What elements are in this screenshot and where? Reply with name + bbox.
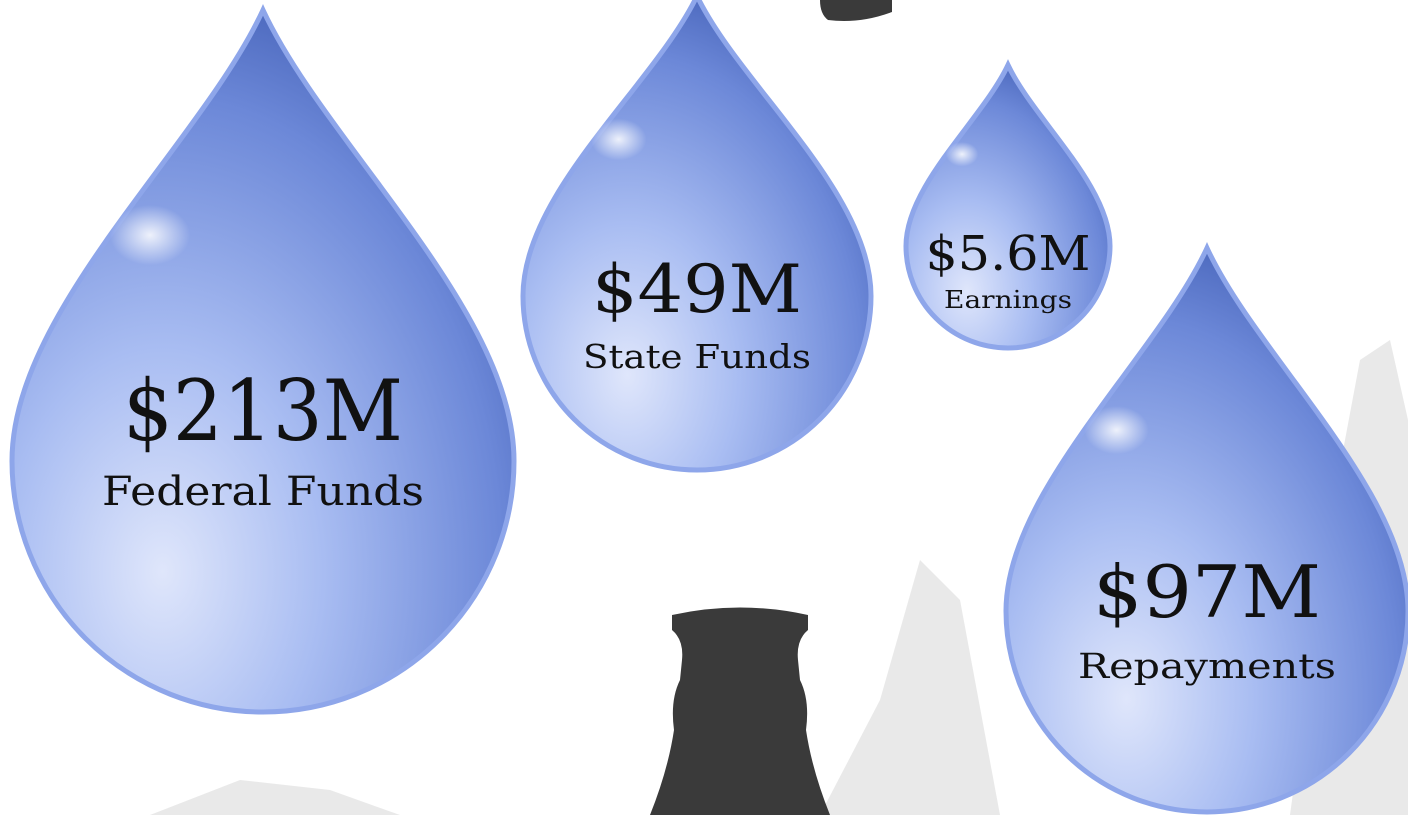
drop-amount: $213M (123, 362, 403, 460)
drop: $5.6M Earnings (903, 59, 1113, 351)
drop: $49M State Funds (520, 0, 874, 473)
drop-highlight (109, 204, 191, 266)
drop-label: Earnings (944, 286, 1072, 314)
drop-label: Repayments (1078, 647, 1336, 687)
drop-amount: $49M (592, 251, 802, 328)
drop: $213M Federal Funds (9, 4, 517, 715)
drop: $97M Repayments (1003, 242, 1408, 815)
drop-shape (520, 0, 874, 473)
drop-shape (1003, 242, 1408, 815)
drop-shape (903, 59, 1113, 351)
drop-shape (9, 4, 517, 715)
drop-amount: $97M (1093, 550, 1321, 634)
drop-label: State Funds (583, 337, 811, 376)
drops: $213M Federal Funds $49M State Funds $5.6M Ea… (9, 0, 1408, 815)
drop-highlight (1084, 405, 1149, 455)
drop-highlight (945, 141, 979, 167)
drop-label: Federal Funds (102, 469, 424, 515)
drop-highlight (590, 118, 647, 161)
drop-amount: $5.6M (926, 226, 1091, 282)
tower-silhouette (650, 0, 892, 815)
